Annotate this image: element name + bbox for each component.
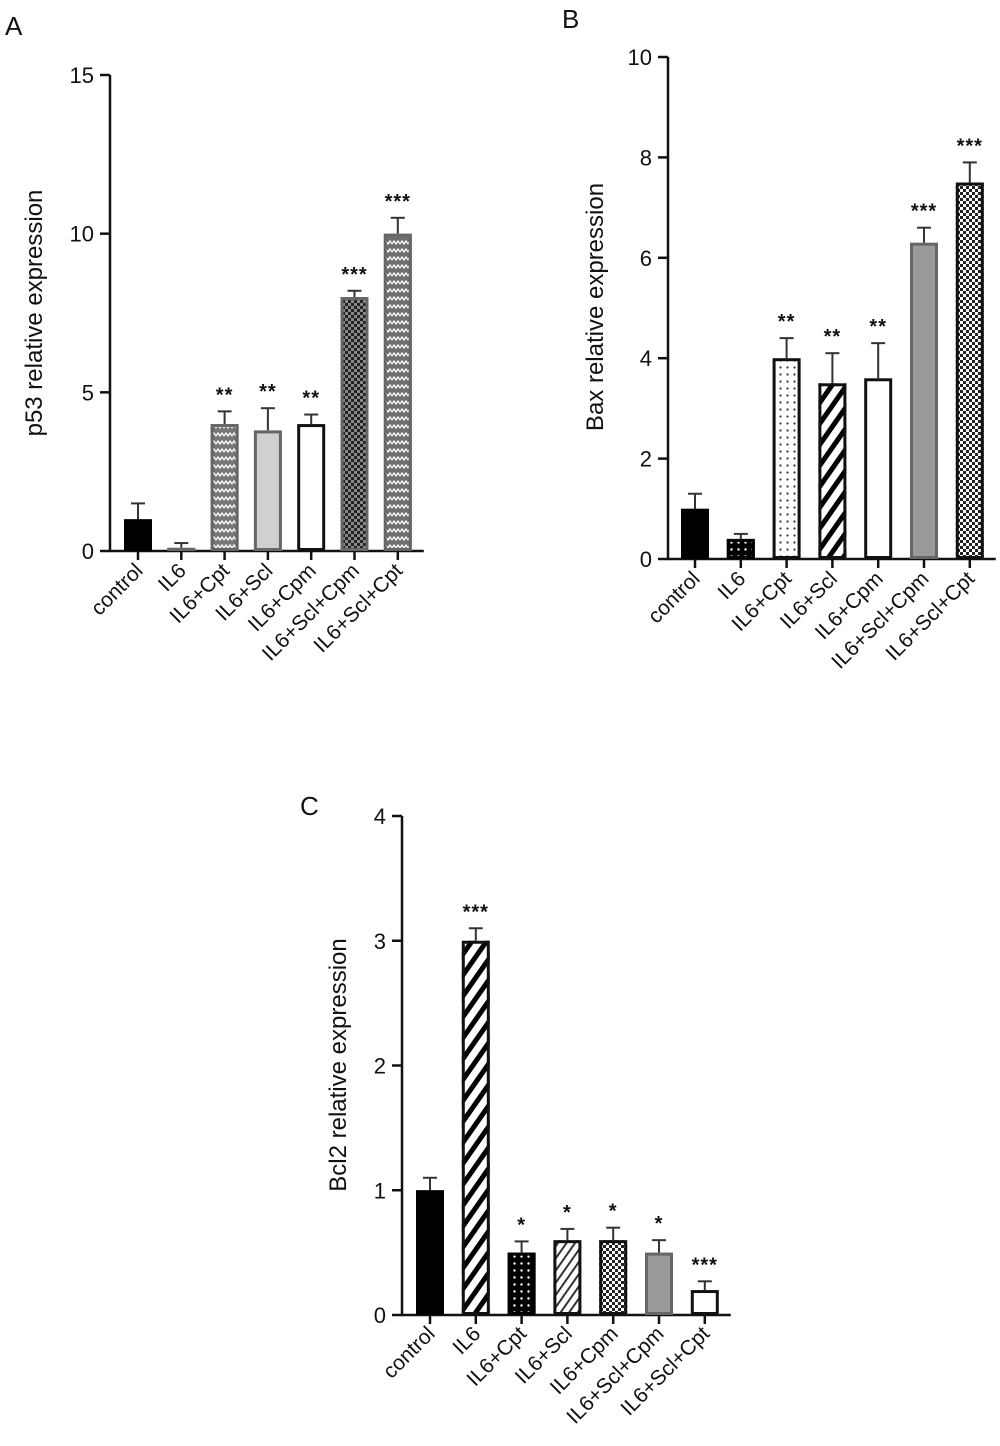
y-tick-label: 8 [640, 145, 652, 170]
bar-outline [416, 1190, 444, 1315]
y-tick-label: 2 [640, 447, 652, 472]
bar-outline [253, 430, 282, 551]
panel-letter: B [562, 4, 579, 34]
x-tick-label: IL6 [713, 567, 750, 604]
y-tick-label: 0 [82, 539, 94, 564]
y-tick-label: 10 [70, 222, 94, 247]
significance-label: ** [302, 388, 320, 410]
bar-outline [383, 233, 412, 552]
bar [297, 424, 326, 551]
y-axis-title: Bcl2 relative expression [325, 938, 352, 1191]
significance-label: *** [463, 901, 489, 923]
bar-pattern [461, 940, 490, 1315]
bar [645, 1252, 673, 1315]
bar-outline [599, 1240, 628, 1316]
y-axis-title: p53 relative expression [21, 190, 48, 437]
bar-pattern [507, 1252, 536, 1315]
y-tick-label: 15 [70, 63, 94, 88]
bar-outline [690, 1290, 719, 1316]
bar [910, 242, 938, 560]
y-tick-label: 5 [82, 380, 94, 405]
bar [124, 519, 152, 551]
significance-label: ** [216, 384, 234, 406]
y-tick-label: 0 [640, 547, 652, 572]
bar-outline [645, 1252, 673, 1315]
significance-label: *** [911, 201, 937, 223]
y-tick-label: 2 [374, 1054, 386, 1079]
y-tick-label: 6 [640, 246, 652, 271]
bar-outline [124, 519, 152, 551]
significance-label: *** [385, 191, 411, 213]
bar-pattern [383, 233, 412, 551]
significance-label: * [517, 1214, 526, 1236]
bar [416, 1190, 444, 1315]
bar-pattern [553, 1240, 582, 1315]
significance-label: ** [259, 381, 277, 403]
bar [681, 508, 709, 559]
y-axis-title: Bax relative expression [582, 183, 609, 431]
bar-pattern [726, 538, 755, 559]
significance-label: ** [869, 316, 887, 338]
bar-outline [955, 182, 984, 559]
significance-label: ** [778, 311, 796, 333]
bar-outline [297, 424, 326, 552]
significance-label: *** [692, 1254, 718, 1276]
x-tick-label: control [87, 559, 148, 620]
bar-outline [818, 383, 847, 559]
panel-b-chart: B 0 2 4 6 8 10 Bax relative expression control IL… [562, 4, 996, 674]
y-tick-label: 4 [640, 346, 652, 371]
bar-pattern [772, 358, 801, 559]
bar-outline [507, 1252, 536, 1315]
bar-outline [864, 378, 893, 559]
bar-outline [461, 940, 490, 1315]
x-tick-label: IL6 [448, 1322, 485, 1359]
bar [253, 430, 282, 551]
bar-outline [210, 424, 239, 552]
bar-pattern [340, 297, 369, 551]
significance-label: * [609, 1201, 618, 1223]
bar [864, 378, 893, 559]
bar-outline [553, 1240, 582, 1316]
bar-outline [340, 297, 369, 551]
y-tick-label: 0 [374, 1303, 386, 1328]
bar-pattern [599, 1240, 628, 1315]
y-tick-label: 4 [374, 804, 386, 829]
significance-label: * [655, 1213, 664, 1235]
bar-outline [726, 538, 755, 559]
y-tick-label: 1 [374, 1178, 386, 1203]
bar-outline [910, 242, 938, 560]
bar [690, 1290, 719, 1315]
y-tick-label: 3 [374, 929, 386, 954]
significance-label: *** [957, 135, 983, 157]
bar-outline [681, 508, 709, 559]
panel-letter: C [300, 791, 319, 821]
bar-pattern [955, 182, 984, 559]
bar-pattern [210, 424, 239, 551]
y-tick-label: 10 [628, 45, 652, 70]
bar-pattern [818, 383, 847, 559]
significance-label: *** [341, 264, 367, 286]
bar-outline [772, 358, 801, 560]
panel-letter: A [5, 11, 23, 41]
x-tick-label: control [644, 567, 705, 628]
x-tick-label: control [379, 1322, 440, 1383]
significance-label: ** [824, 326, 842, 348]
significance-label: * [563, 1202, 572, 1224]
